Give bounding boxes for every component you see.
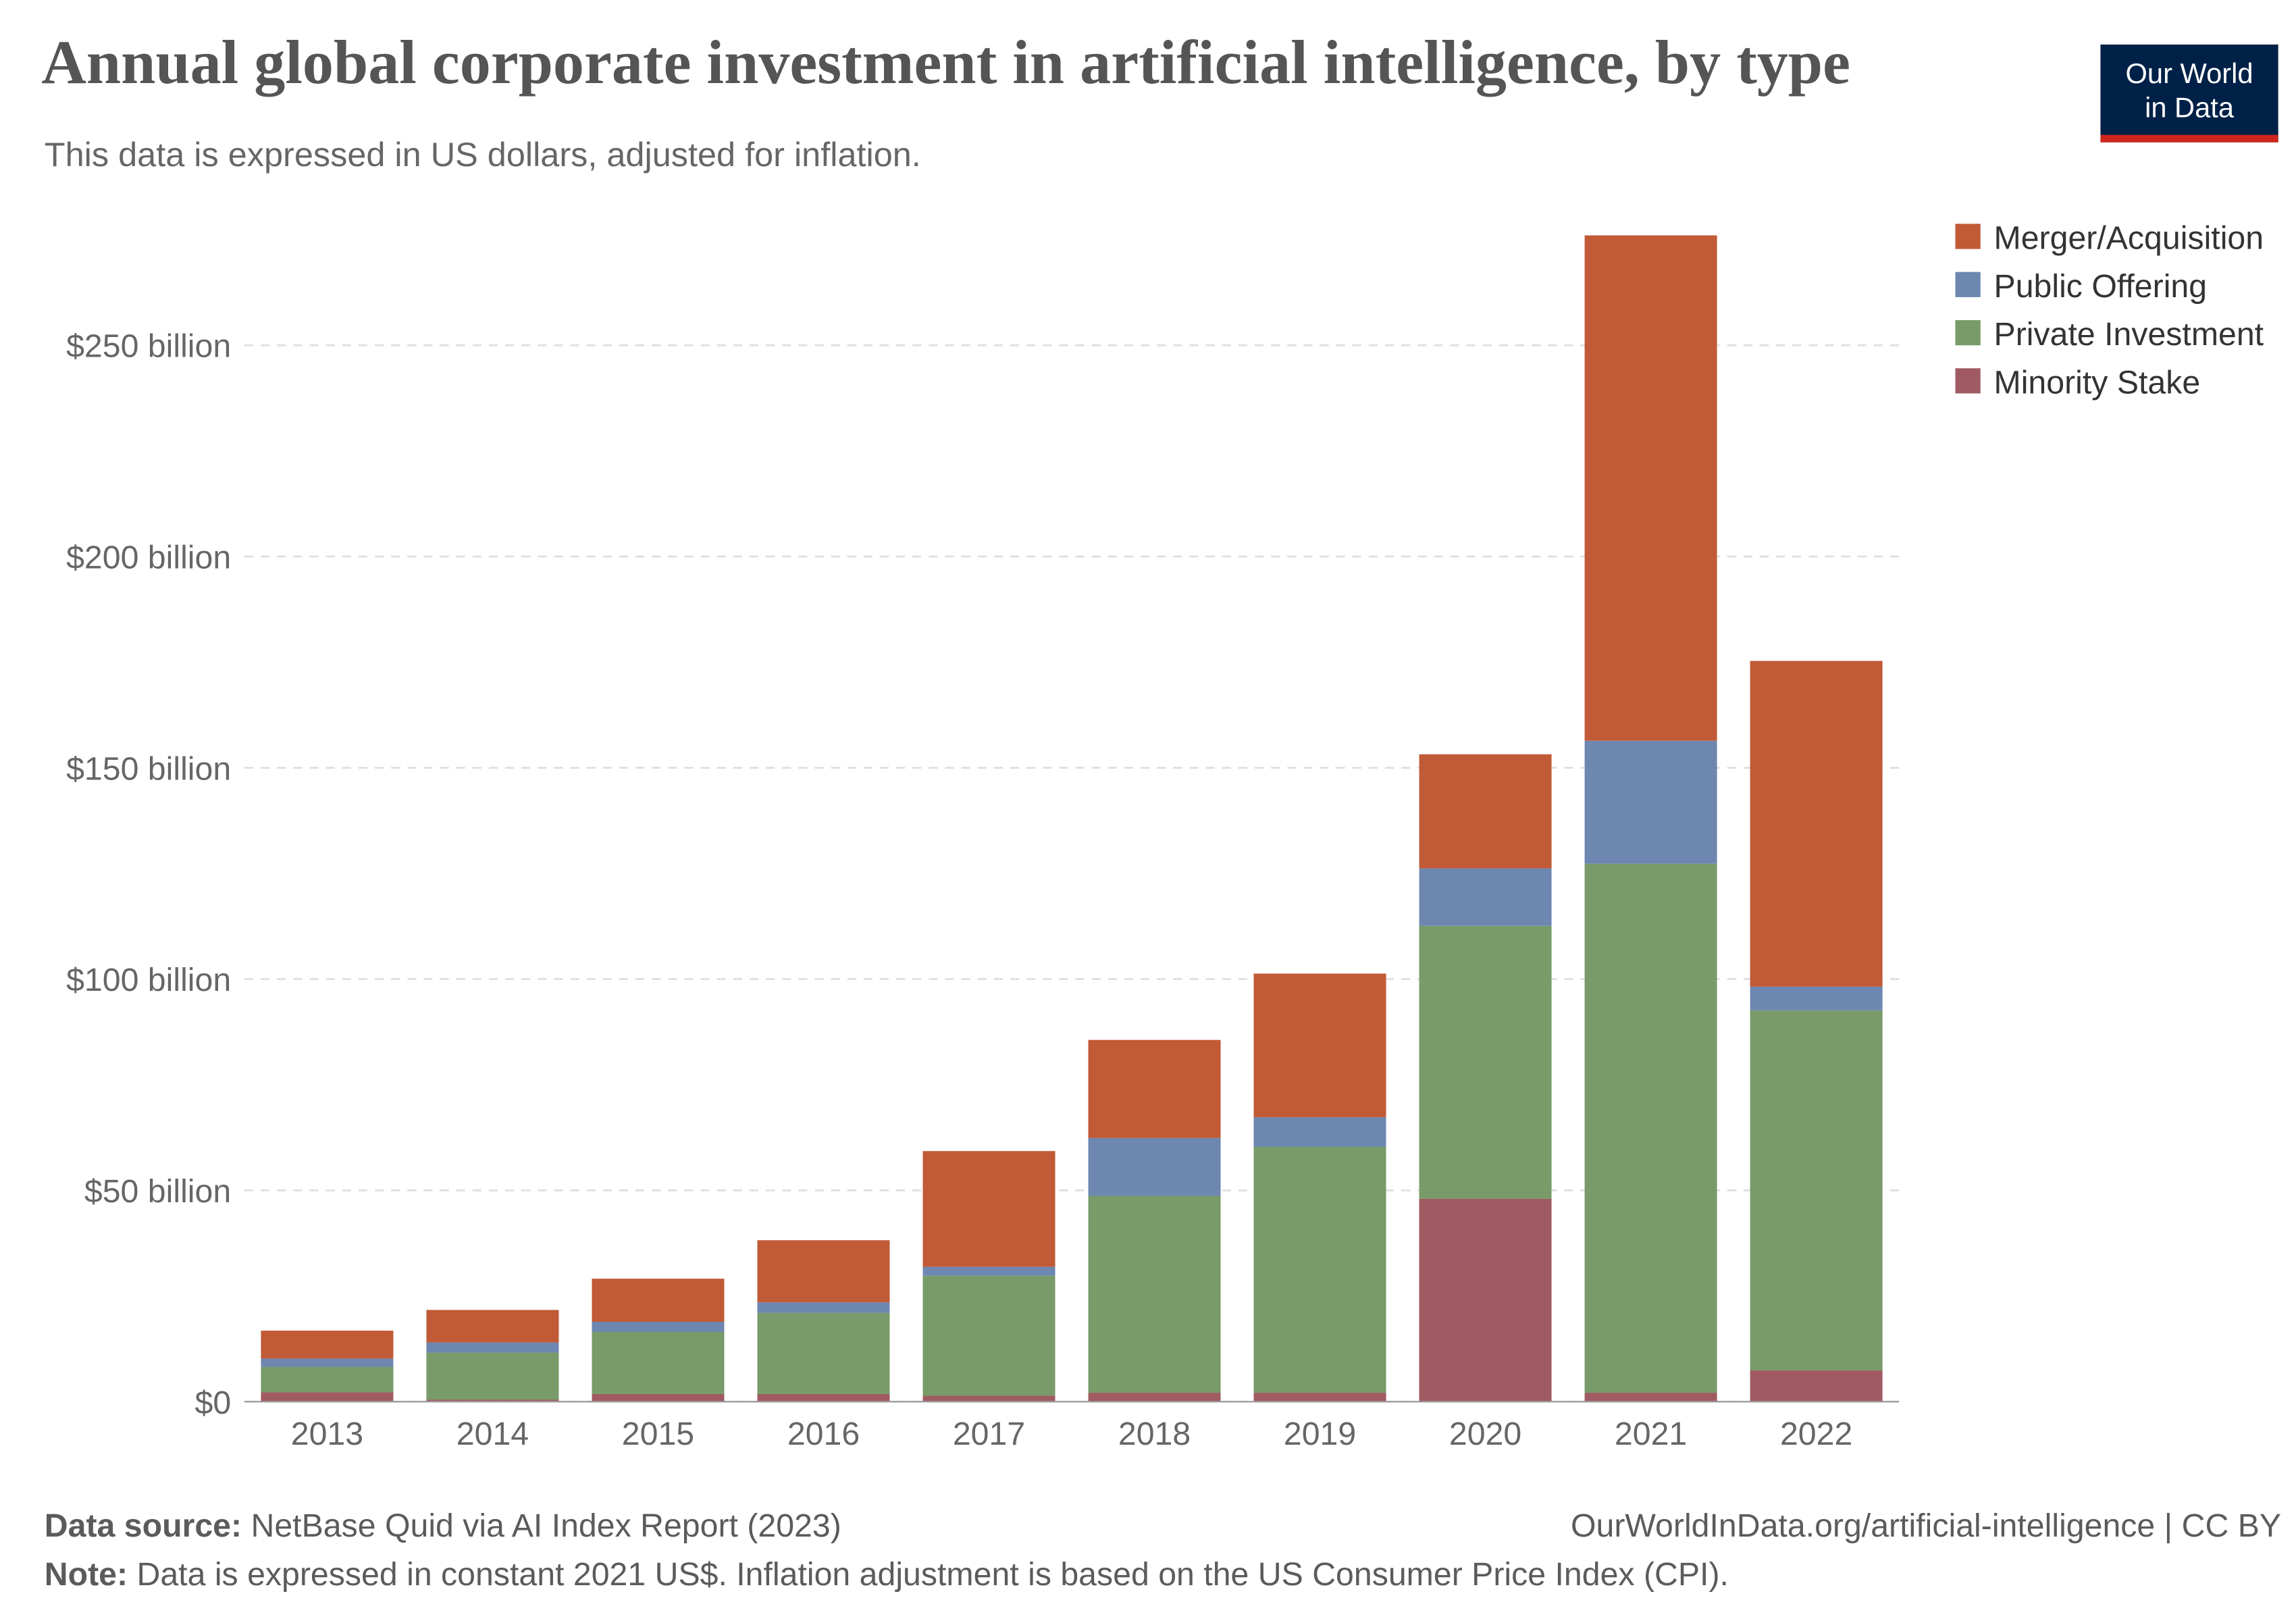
bar-segment xyxy=(922,1395,1055,1402)
x-tick-label: 2013 xyxy=(291,1416,363,1452)
legend-label: Merger/Acquisition xyxy=(1994,220,2264,257)
legend-swatch xyxy=(1955,224,1981,249)
bar-segment xyxy=(1088,1137,1221,1196)
bar-segment xyxy=(426,1399,559,1402)
bar-segment xyxy=(592,1331,725,1394)
chart-title: Annual global corporate investment in ar… xyxy=(41,28,1850,97)
bar-segment xyxy=(426,1342,559,1353)
bar-segment xyxy=(592,1393,725,1402)
bar-segment xyxy=(1088,1195,1221,1393)
y-tick-label: $200 billion xyxy=(66,540,231,576)
x-tick-label: 2019 xyxy=(1284,1416,1356,1452)
license: | CC BY xyxy=(2164,1508,2281,1544)
url-text: OurWorldInData.org/artificial-intelligen… xyxy=(1571,1508,2155,1544)
bar-segment xyxy=(1253,973,1386,1118)
bar-segment xyxy=(426,1352,559,1400)
y-tick-label: $100 billion xyxy=(66,962,231,998)
source-label: Data source: xyxy=(45,1508,242,1544)
legend-swatch xyxy=(1955,272,1981,297)
source: Data source: NetBase Quid via AI Index R… xyxy=(45,1508,841,1544)
bar-segment xyxy=(1419,1198,1552,1402)
bar-segment xyxy=(1088,1039,1221,1138)
bar-segment xyxy=(1750,1370,1883,1402)
bar-segment xyxy=(592,1279,725,1322)
bar-segment xyxy=(922,1151,1055,1267)
bar-segment xyxy=(261,1358,394,1367)
x-tick-label: 2016 xyxy=(787,1416,860,1452)
x-tick-label: 2017 xyxy=(953,1416,1025,1452)
bar-segment xyxy=(1253,1393,1386,1402)
logo-text: in Data xyxy=(2145,91,2235,123)
source-text: NetBase Quid via AI Index Report (2023) xyxy=(251,1508,841,1544)
logo-box xyxy=(2100,44,2278,143)
bar-segment xyxy=(1750,1010,1883,1370)
x-tick-label: 2018 xyxy=(1118,1416,1191,1452)
note-label: Note: xyxy=(45,1556,128,1593)
bar-segment xyxy=(1253,1117,1386,1147)
y-tick-label: $150 billion xyxy=(66,750,231,787)
bar-segment xyxy=(922,1275,1055,1396)
legend-swatch xyxy=(1955,319,1981,346)
bar-segment xyxy=(592,1321,725,1332)
bar-segment xyxy=(261,1366,394,1393)
logo-text: Our World xyxy=(2126,57,2253,89)
x-tick-label: 2021 xyxy=(1615,1416,1687,1452)
bar-segment xyxy=(922,1266,1055,1276)
bar-segment xyxy=(1419,868,1552,926)
bar-segment xyxy=(1584,235,1717,741)
logo: Our World in Data xyxy=(2100,44,2278,143)
x-tick-label: 2022 xyxy=(1780,1416,1852,1452)
legend-label: Minority Stake xyxy=(1994,365,2201,401)
bar-segment xyxy=(426,1310,559,1343)
bar-segment xyxy=(1584,1393,1717,1402)
y-tick-label: $50 billion xyxy=(84,1173,231,1210)
note: Note: Data is expressed in constant 2021… xyxy=(45,1556,1729,1593)
bar-segment xyxy=(757,1393,890,1402)
bar-segment xyxy=(1088,1393,1221,1402)
bar-segment xyxy=(757,1302,890,1313)
bar-segment xyxy=(757,1240,890,1303)
bar-segment xyxy=(1419,925,1552,1199)
bar-segment xyxy=(1584,740,1717,864)
note-text: Data is expressed in constant 2021 US$. … xyxy=(137,1556,1729,1593)
bar-segment xyxy=(1750,986,1883,1010)
url: OurWorldInData.org/artificial-intelligen… xyxy=(1571,1508,2281,1544)
x-tick-label: 2014 xyxy=(456,1416,529,1452)
y-tick-label: $250 billion xyxy=(66,328,231,365)
bar-segment xyxy=(1253,1146,1386,1393)
logo-bar xyxy=(2100,134,2278,143)
bar-segment xyxy=(1419,754,1552,869)
bar-segment xyxy=(757,1312,890,1394)
legend-label: Public Offering xyxy=(1994,268,2208,305)
bar-segment xyxy=(261,1331,394,1359)
x-tick-label: 2015 xyxy=(622,1416,694,1452)
legend-label: Private Investment xyxy=(1994,316,2264,353)
bar-segment xyxy=(1750,661,1883,987)
bar-segment xyxy=(1584,863,1717,1393)
chart-subtitle: This data is expressed in US dollars, ad… xyxy=(45,135,921,174)
y-tick-label: $0 xyxy=(195,1385,232,1421)
x-tick-label: 2020 xyxy=(1449,1416,1521,1452)
legend-swatch xyxy=(1955,368,1981,394)
bar-segment xyxy=(261,1392,394,1402)
